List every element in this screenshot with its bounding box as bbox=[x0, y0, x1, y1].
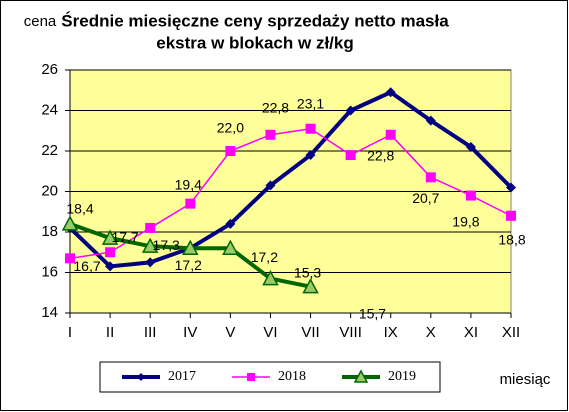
marker bbox=[65, 253, 75, 264]
marker bbox=[385, 129, 396, 140]
chart-title: ekstra w blokach w zł/kg bbox=[156, 33, 353, 52]
marker bbox=[345, 150, 356, 161]
y-tick-label: 16 bbox=[41, 263, 58, 280]
data-label: 17,3 bbox=[153, 237, 180, 253]
marker bbox=[265, 180, 276, 191]
y-tick-label: 14 bbox=[41, 304, 58, 321]
series-line bbox=[69, 127, 512, 260]
x-tick-label: V bbox=[225, 324, 235, 341]
marker bbox=[145, 257, 156, 268]
x-tick-label: VII bbox=[301, 324, 319, 341]
marker bbox=[425, 172, 436, 183]
data-label: 19,4 bbox=[175, 176, 202, 192]
y-tick-label: 18 bbox=[41, 223, 58, 240]
y-tick-label: 22 bbox=[41, 142, 58, 159]
x-axis-label: miesiąc bbox=[500, 371, 551, 388]
data-label: 20,7 bbox=[412, 190, 439, 206]
series-line bbox=[68, 90, 513, 269]
marker bbox=[105, 247, 116, 258]
marker bbox=[425, 115, 436, 126]
marker bbox=[222, 239, 239, 255]
marker bbox=[305, 150, 316, 161]
x-tick-label: II bbox=[106, 324, 114, 341]
data-label: 22,8 bbox=[367, 148, 394, 164]
marker bbox=[262, 269, 279, 286]
marker bbox=[302, 278, 319, 294]
data-label: 15,3 bbox=[294, 264, 321, 280]
marker bbox=[353, 369, 369, 383]
marker bbox=[105, 261, 116, 272]
marker bbox=[137, 373, 145, 381]
chart-title: Średnie miesięczne ceny sprzedaży netto … bbox=[61, 11, 449, 30]
x-tick-label: I bbox=[68, 324, 72, 341]
data-label: 22,8 bbox=[262, 100, 289, 116]
data-label: 18,8 bbox=[498, 232, 525, 248]
x-tick-label: VI bbox=[263, 324, 277, 341]
y-tick-label: 24 bbox=[41, 101, 58, 118]
marker bbox=[61, 215, 79, 231]
data-label: 18,4 bbox=[66, 201, 93, 217]
x-tick-label: X bbox=[426, 324, 436, 341]
y-axis-label: cena bbox=[24, 13, 57, 30]
x-tick-label: XII bbox=[502, 324, 520, 341]
marker bbox=[225, 146, 236, 156]
marker bbox=[185, 198, 196, 209]
marker bbox=[141, 237, 159, 253]
x-tick-label: IX bbox=[384, 324, 398, 341]
marker bbox=[506, 210, 516, 221]
marker bbox=[182, 239, 199, 255]
x-tick-label: IV bbox=[183, 324, 197, 341]
marker bbox=[265, 129, 276, 140]
data-label: 17,7 bbox=[111, 229, 138, 245]
x-tick-label: III bbox=[144, 324, 157, 341]
data-label: 23,1 bbox=[297, 95, 324, 111]
data-label: 17,2 bbox=[175, 257, 202, 273]
y-tick-label: 26 bbox=[41, 61, 58, 78]
marker bbox=[345, 105, 356, 116]
marker bbox=[385, 87, 396, 98]
legend-label: 2019 bbox=[388, 369, 416, 384]
data-label: 19,8 bbox=[452, 213, 479, 229]
marker bbox=[101, 229, 119, 245]
marker bbox=[305, 123, 316, 134]
marker bbox=[465, 190, 476, 201]
x-tick-label: XI bbox=[464, 324, 478, 341]
legend-label: 2017 bbox=[168, 369, 196, 384]
marker bbox=[145, 222, 156, 233]
data-label: 16,7 bbox=[73, 258, 100, 274]
marker bbox=[225, 218, 236, 229]
marker bbox=[465, 141, 476, 152]
marker bbox=[247, 373, 255, 381]
y-tick-label: 20 bbox=[41, 182, 58, 199]
x-tick-label: VIII bbox=[339, 324, 362, 341]
data-label: 15,7 bbox=[359, 305, 386, 321]
data-label: 22,0 bbox=[217, 120, 244, 136]
marker bbox=[506, 182, 516, 193]
data-label: 17,2 bbox=[251, 249, 278, 265]
legend-label: 2018 bbox=[278, 369, 306, 384]
